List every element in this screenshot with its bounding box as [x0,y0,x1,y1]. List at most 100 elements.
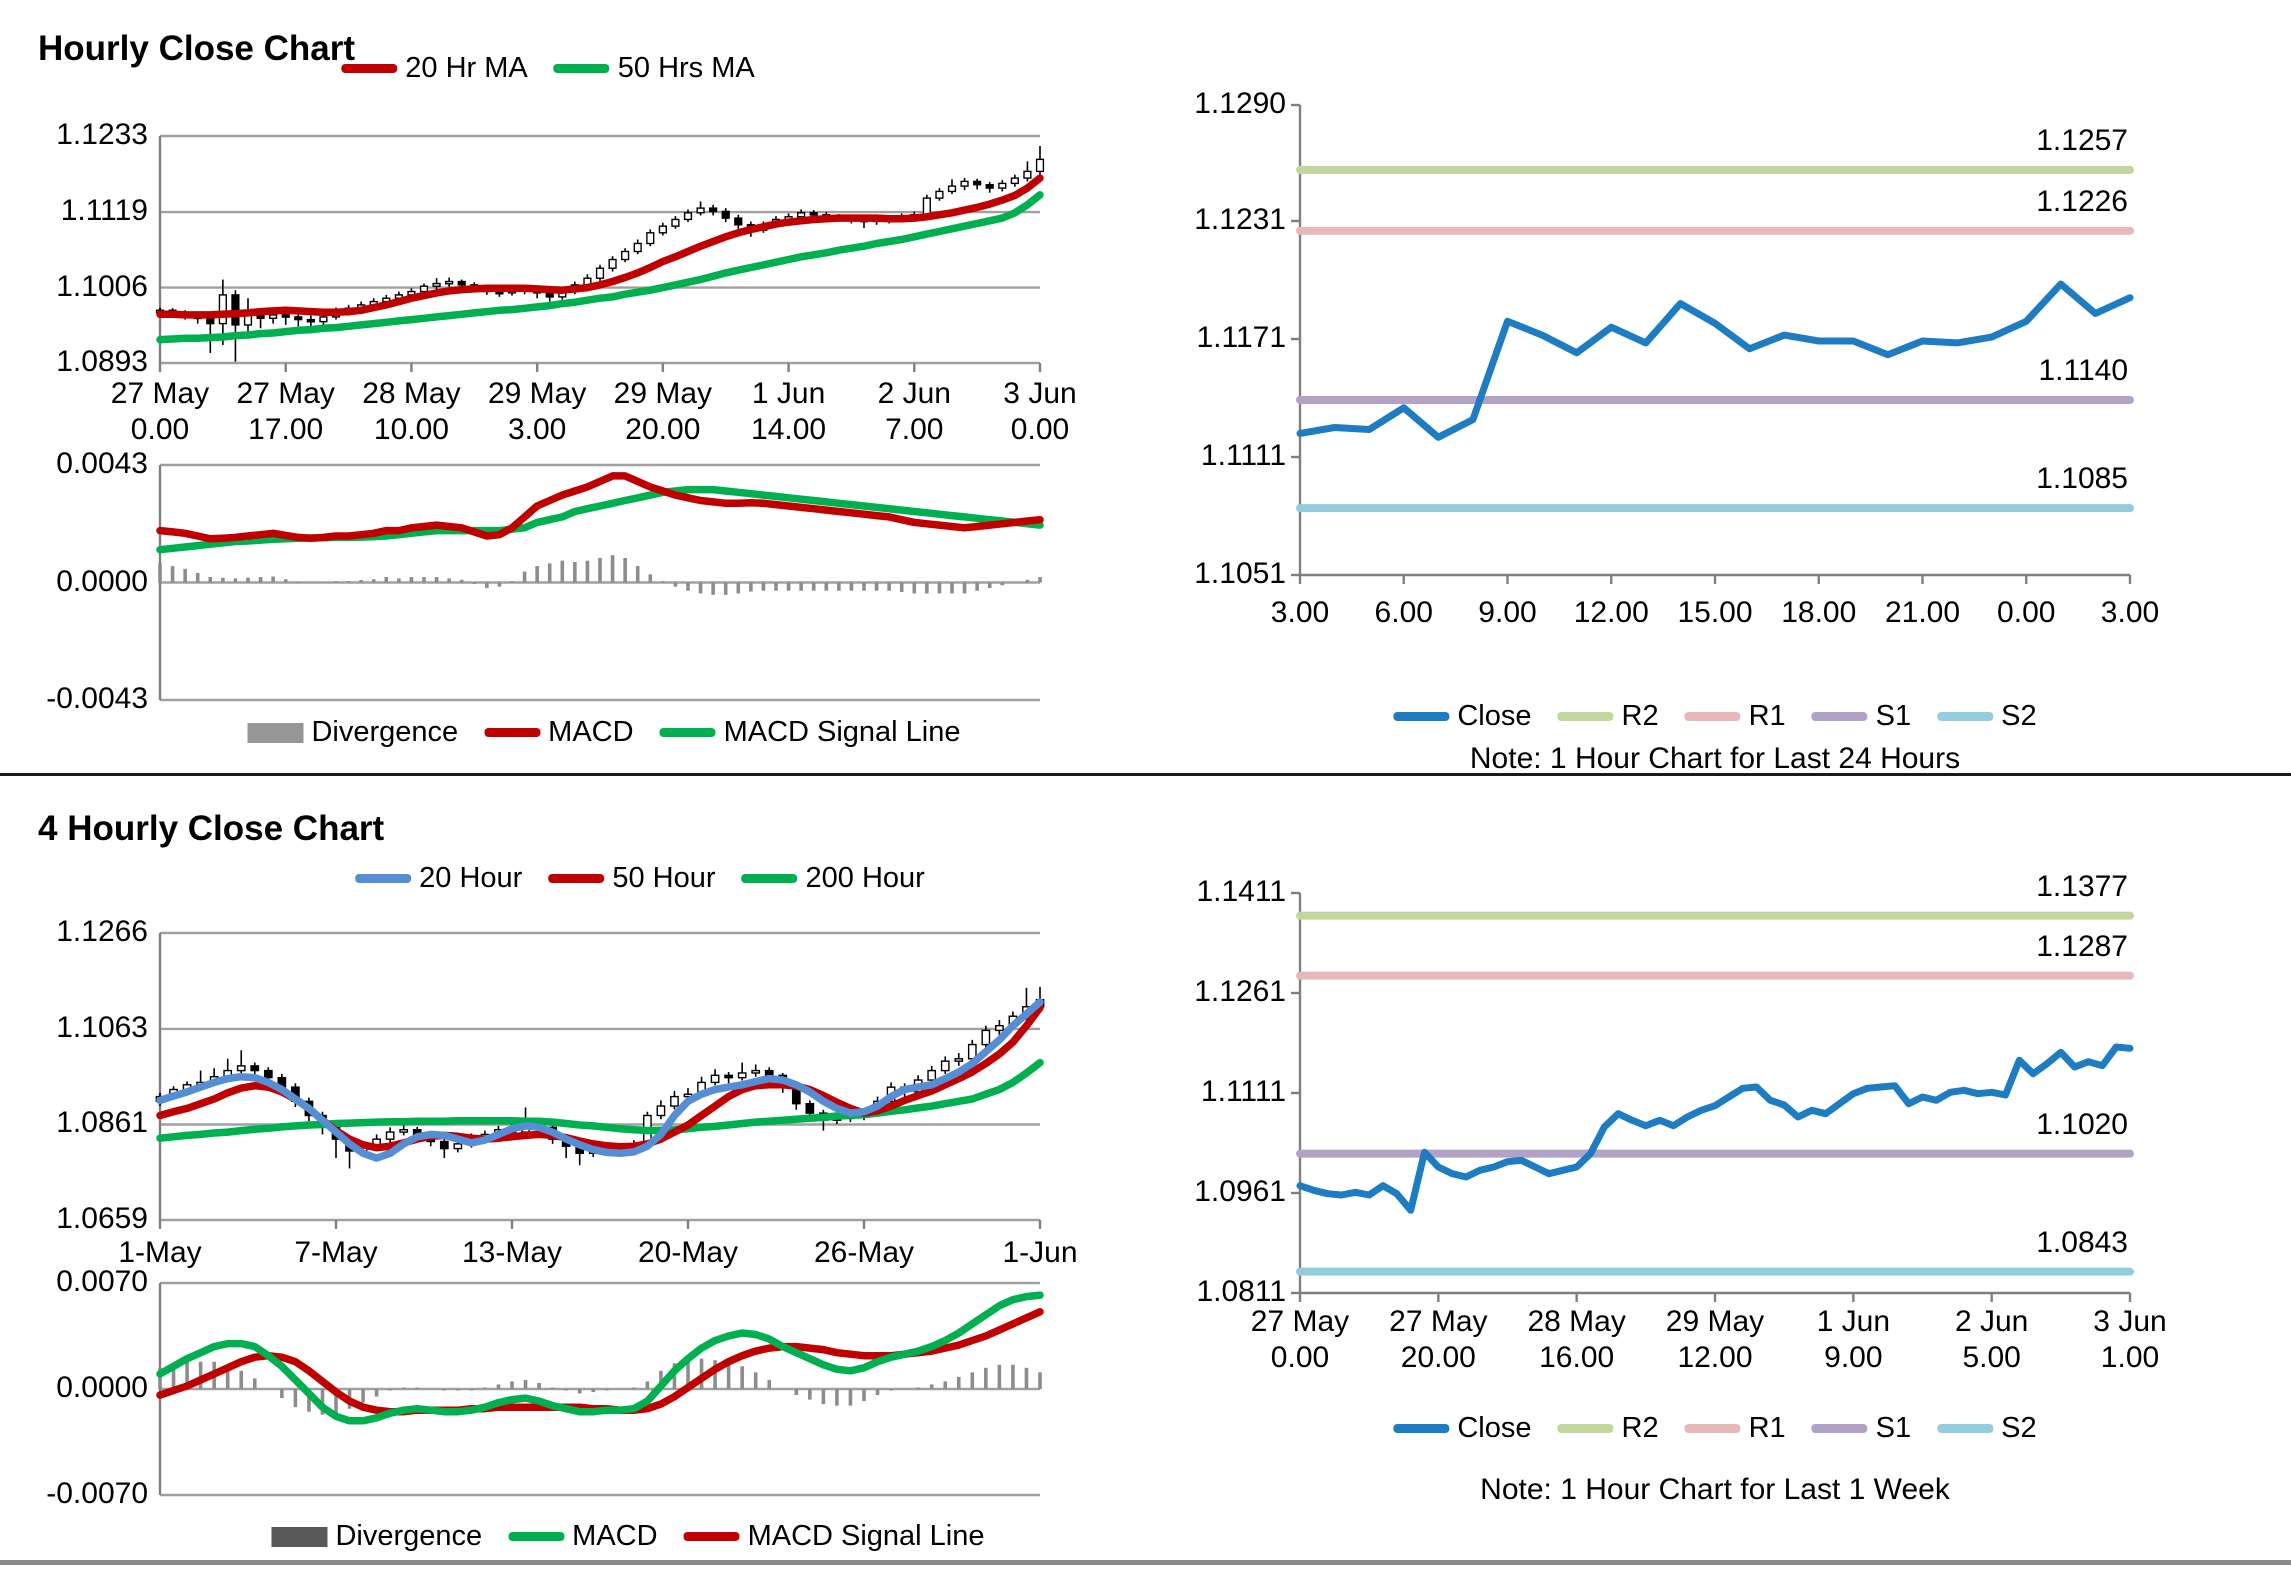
hourly-price-xtick-time: 0.00 [130,413,190,446]
legend-item: R1 [1684,700,1786,733]
legend-label: MACD [548,716,634,748]
hourly-price-legend: 20 Hr MA 50 Hrs MA [341,52,755,85]
hourly-macd-ytick-label: -0.0043 [46,682,148,715]
legend-label: S1 [1875,1412,1912,1444]
four-hourly-price-xtick-label: 1-Jun [1002,1236,1078,1269]
legend-item: 50 Hour [548,862,716,895]
hourly-price-xtick-date: 29 May [487,377,587,410]
legend-label: 50 Hour [612,862,716,894]
hourly-pivot-xtick-label: 9.00 [1478,596,1537,629]
weekly-pivot-level-label-r2: 1.1377 [2036,869,2128,903]
hourly-price-xtick-time: 3.00 [507,413,567,446]
weekly-pivot-xtick-date: 3 Jun [2093,1305,2167,1338]
legend-label: S1 [1875,700,1912,732]
hourly-pivot-xtick-label: 3.00 [2100,596,2160,629]
hourly-price-xtick-date: 28 May [362,377,461,410]
legend-swatch-icon [1557,1424,1614,1433]
hourly-pivot-level-label-s1: 1.1140 [2038,353,2128,387]
hourly-price-xtick-date: 1 Jun [751,377,826,410]
hourly-pivot-ytick-label: 1.1171 [1196,321,1286,355]
hourly-section-title: Hourly Close Chart [38,29,355,69]
legend-label: Divergence [311,716,459,748]
weekly-pivot-ytick-label: 1.1111 [1200,1075,1286,1108]
four-hourly-price-ytick-label: 1.1266 [56,915,148,948]
weekly-pivot-xtick-time: 20.00 [1400,1341,1476,1374]
legend-item: R1 [1684,1412,1786,1445]
legend-swatch-icon [355,874,412,883]
legend-swatch-icon [741,874,798,883]
hourly-price-xtick-time: 10.00 [373,413,449,446]
legend-item: R2 [1557,700,1659,733]
weekly-pivot-xtick-time: 5.00 [1962,1341,2021,1374]
four-hourly-price-xtick-label: 26-May [813,1236,915,1269]
hourly-pivot-ytick-label: 1.1231 [1194,203,1286,237]
weekly-pivot-ytick-label: 1.0961 [1194,1175,1286,1208]
hourly-pivot-level-label-r2: 1.1257 [2036,123,2128,157]
hourly-macd-ytick-label: 0.0043 [56,447,148,480]
section-divider [0,773,2291,776]
hourly-pivot-level-label-s2: 1.1085 [2036,462,2128,496]
legend-item: S2 [1937,700,2037,733]
hourly-price-xtick-time: 17.00 [248,413,324,446]
four-hourly-price-xtick-label: 13-May [461,1236,563,1269]
legend-item: Close [1393,700,1532,733]
four-hourly-price-xtick-label: 1-May [118,1236,202,1269]
four-hourly-price-xtick-label: 20-May [637,1236,739,1269]
legend-swatch-icon [1684,1424,1741,1433]
legend-swatch-icon [1684,712,1741,721]
weekly-pivot-ytick-label: 1.1411 [1196,875,1286,908]
four-hourly-price-ytick-label: 1.0659 [56,1202,148,1235]
legend-swatch-icon [1811,1424,1868,1433]
four-hourly-macd-ytick-label: -0.0070 [46,1477,148,1510]
weekly-pivot-xtick-date: 27 May [1389,1305,1488,1338]
legend-swatch-icon [1937,712,1994,721]
page-bottom-rule [0,1560,2291,1565]
hourly-price-xtick-date: 2 Jun [877,377,951,410]
legend-swatch-icon [247,722,304,743]
legend-swatch-icon [553,64,610,73]
hourly-price-ytick-label: 1.1006 [56,269,148,303]
weekly-pivot-note: Note: 1 Hour Chart for Last 1 Week [1480,1473,1950,1506]
weekly-pivot-xtick-date: 1 Jun [1816,1305,1891,1338]
legend-swatch-icon [1811,712,1868,721]
legend-swatch-icon [1393,1424,1450,1433]
legend-item: MACD [484,716,634,749]
hourly-price-xtick-date: 3 Jun [1003,377,1077,410]
hourly-pivot-xtick-label: 15.00 [1677,596,1753,629]
hourly-pivot-level-label-r1: 1.1226 [2036,184,2128,218]
legend-label: S2 [2001,700,2037,732]
legend-label: S2 [2001,1412,2037,1444]
legend-item: 50 Hrs MA [553,52,755,85]
legend-label: R2 [1621,1412,1659,1444]
hourly-macd-ytick-label: 0.0000 [56,564,148,598]
hourly-pivot-ytick-label: 1.1290 [1194,87,1286,120]
legend-label: Divergence [335,1520,483,1552]
legend-item: Close [1393,1412,1532,1445]
weekly-pivot-ytick-label: 1.0811 [1196,1275,1286,1308]
hourly-price-xtick-date: 27 May [110,377,210,410]
legend-swatch-icon [1937,1424,1994,1433]
legend-label: R2 [1621,700,1659,732]
four-hourly-macd-legend: Divergence MACD MACD Signal Line [271,1520,985,1553]
hourly-macd-legend: Divergence MACD MACD Signal Line [247,716,961,749]
weekly-pivot-legend: Close R2 R1 S1 S2 [1393,1412,2037,1445]
legend-swatch-icon [341,64,398,73]
legend-label: 20 Hour [419,862,523,894]
weekly-pivot-xtick-date: 29 May [1665,1305,1765,1338]
hourly-price-ytick-label: 1.1119 [60,194,148,228]
legend-item: S1 [1811,1412,1912,1445]
legend-item: R2 [1557,1412,1659,1445]
hourly-price-xtick-date: 27 May [236,377,335,410]
hourly-pivot-ytick-label: 1.1051 [1194,557,1286,590]
legend-swatch-icon [548,874,605,883]
legend-label: R1 [1748,1412,1786,1444]
four-hourly-macd-ytick-label: 0.0070 [56,1265,148,1298]
four-hourly-price-xtick-label: 7-May [294,1236,378,1269]
weekly-pivot-xtick-time: 9.00 [1824,1341,1883,1374]
legend-item: 200 Hour [741,862,925,895]
hourly-pivot-ytick-label: 1.1111 [1200,439,1286,472]
legend-swatch-icon [1393,712,1450,721]
legend-label: 200 Hour [805,862,925,894]
weekly-pivot-xtick-time: 0.00 [1270,1341,1330,1374]
